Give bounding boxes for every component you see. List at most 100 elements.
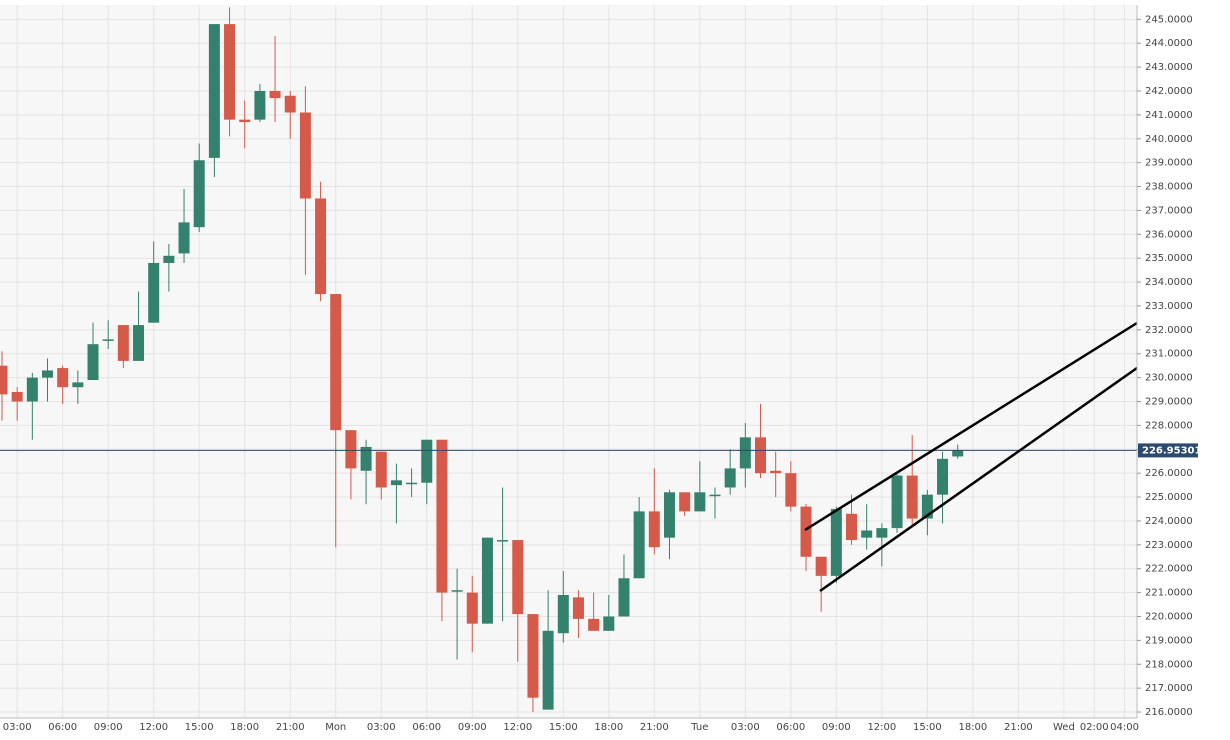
candle-body: [72, 382, 84, 388]
x-tick-label: 18:00: [594, 722, 623, 733]
candle-body: [117, 325, 129, 361]
x-tick-label: 15:00: [185, 722, 214, 733]
candle-body: [815, 556, 827, 576]
y-tick-label: 244.0000: [1145, 38, 1193, 49]
candle-body: [785, 473, 797, 507]
x-tick-label: 15:00: [913, 722, 942, 733]
candle-body: [0, 365, 8, 395]
last-price-label: 226.95301: [1142, 445, 1202, 456]
candle-body: [921, 494, 933, 519]
last-price-box: [1138, 443, 1198, 458]
y-tick-label: 231.0000: [1145, 349, 1193, 360]
y-tick-label: 238.0000: [1145, 182, 1193, 193]
candle-body: [618, 578, 630, 617]
candle-body: [11, 391, 23, 402]
candle-body: [148, 262, 160, 323]
y-tick-label: 234.0000: [1145, 277, 1193, 288]
candle-body: [800, 506, 812, 557]
candle-body: [284, 95, 296, 113]
axis-labels: 216.0000 217.0000 218.0000 219.0000 220.0000…: [3, 14, 1202, 733]
candle-body: [436, 439, 448, 593]
candle-body: [830, 508, 842, 576]
x-tick-label: 12:00: [139, 722, 168, 733]
y-tick-label: 216.0000: [1145, 707, 1193, 718]
candle-body: [299, 112, 311, 199]
x-tick-label: 21:00: [276, 722, 305, 733]
x-tick-label: 06:00: [776, 722, 805, 733]
x-tick-label: 03:00: [367, 722, 396, 733]
x-tick-label: 21:00: [640, 722, 669, 733]
candle-body: [254, 90, 266, 120]
y-tick-label: 245.0000: [1145, 14, 1193, 25]
y-tick-label: 241.0000: [1145, 110, 1193, 121]
candle-body: [330, 294, 342, 431]
candle-body: [861, 530, 873, 538]
y-tick-label: 243.0000: [1145, 62, 1193, 73]
candles: [0, 7, 1137, 713]
x-tick-label: 06:00: [48, 722, 77, 733]
candle-body: [876, 528, 888, 538]
y-tick-label: 229.0000: [1145, 397, 1193, 408]
candle-body: [375, 451, 387, 488]
candle-body: [451, 590, 463, 592]
candle-body: [345, 430, 357, 469]
candle-body: [906, 475, 918, 519]
x-tick-label: 09:00: [822, 722, 851, 733]
candle-body: [663, 492, 675, 538]
candle-body: [846, 513, 858, 541]
candle-body: [269, 90, 281, 99]
candle-body: [193, 160, 205, 228]
candle-body: [572, 597, 584, 619]
candle-body: [360, 446, 372, 471]
candle-body: [527, 614, 539, 698]
candle-body: [648, 511, 660, 548]
candle-body: [26, 377, 38, 402]
candle-body: [603, 616, 615, 631]
candle-body: [497, 540, 509, 542]
candle-body: [481, 537, 493, 624]
candle-body: [421, 439, 433, 483]
x-tick-label: 02:00: [1080, 722, 1109, 733]
candle-body: [42, 370, 54, 378]
candle-body: [755, 437, 766, 474]
candle-body: [739, 437, 751, 469]
candle-body: [633, 511, 645, 579]
trend-line-upper: [804, 321, 1138, 532]
x-tick-label: 15:00: [549, 722, 578, 733]
candle-body: [87, 344, 99, 381]
x-tick-label: Mon: [325, 722, 346, 733]
y-tick-label: 220.0000: [1145, 611, 1193, 622]
y-tick-label: 221.0000: [1145, 588, 1193, 599]
candle-body: [406, 482, 418, 485]
x-tick-label: 18:00: [958, 722, 987, 733]
y-tick-label: 217.0000: [1145, 683, 1193, 694]
candle-body: [102, 339, 114, 341]
y-tick-label: 223.0000: [1145, 540, 1193, 551]
y-tick-label: 236.0000: [1145, 229, 1193, 240]
y-tick-label: 225.0000: [1145, 492, 1193, 503]
candle-body: [57, 368, 69, 388]
x-tick-label: 21:00: [1004, 722, 1033, 733]
candle-body: [224, 24, 236, 120]
y-tick-label: 224.0000: [1145, 516, 1193, 527]
candle-body: [891, 475, 903, 529]
x-tick-label: 18:00: [230, 722, 259, 733]
y-tick-label: 242.0000: [1145, 86, 1193, 97]
x-tick-label: 12:00: [867, 722, 896, 733]
x-tick-label: 03:00: [3, 722, 32, 733]
y-tick-label: 232.0000: [1145, 325, 1193, 336]
candle-body: [239, 119, 251, 123]
candle-body: [588, 618, 600, 631]
candle-body: [542, 630, 554, 710]
x-tick-label: 04:00: [1110, 722, 1139, 733]
candle-body: [178, 222, 190, 254]
candle-body: [709, 494, 721, 497]
y-tick-label: 219.0000: [1145, 635, 1193, 646]
y-tick-label: 228.0000: [1145, 420, 1193, 431]
x-tick-label: 03:00: [731, 722, 760, 733]
candle-body: [390, 480, 402, 486]
candle-body: [557, 594, 569, 634]
candle-body: [679, 492, 691, 512]
